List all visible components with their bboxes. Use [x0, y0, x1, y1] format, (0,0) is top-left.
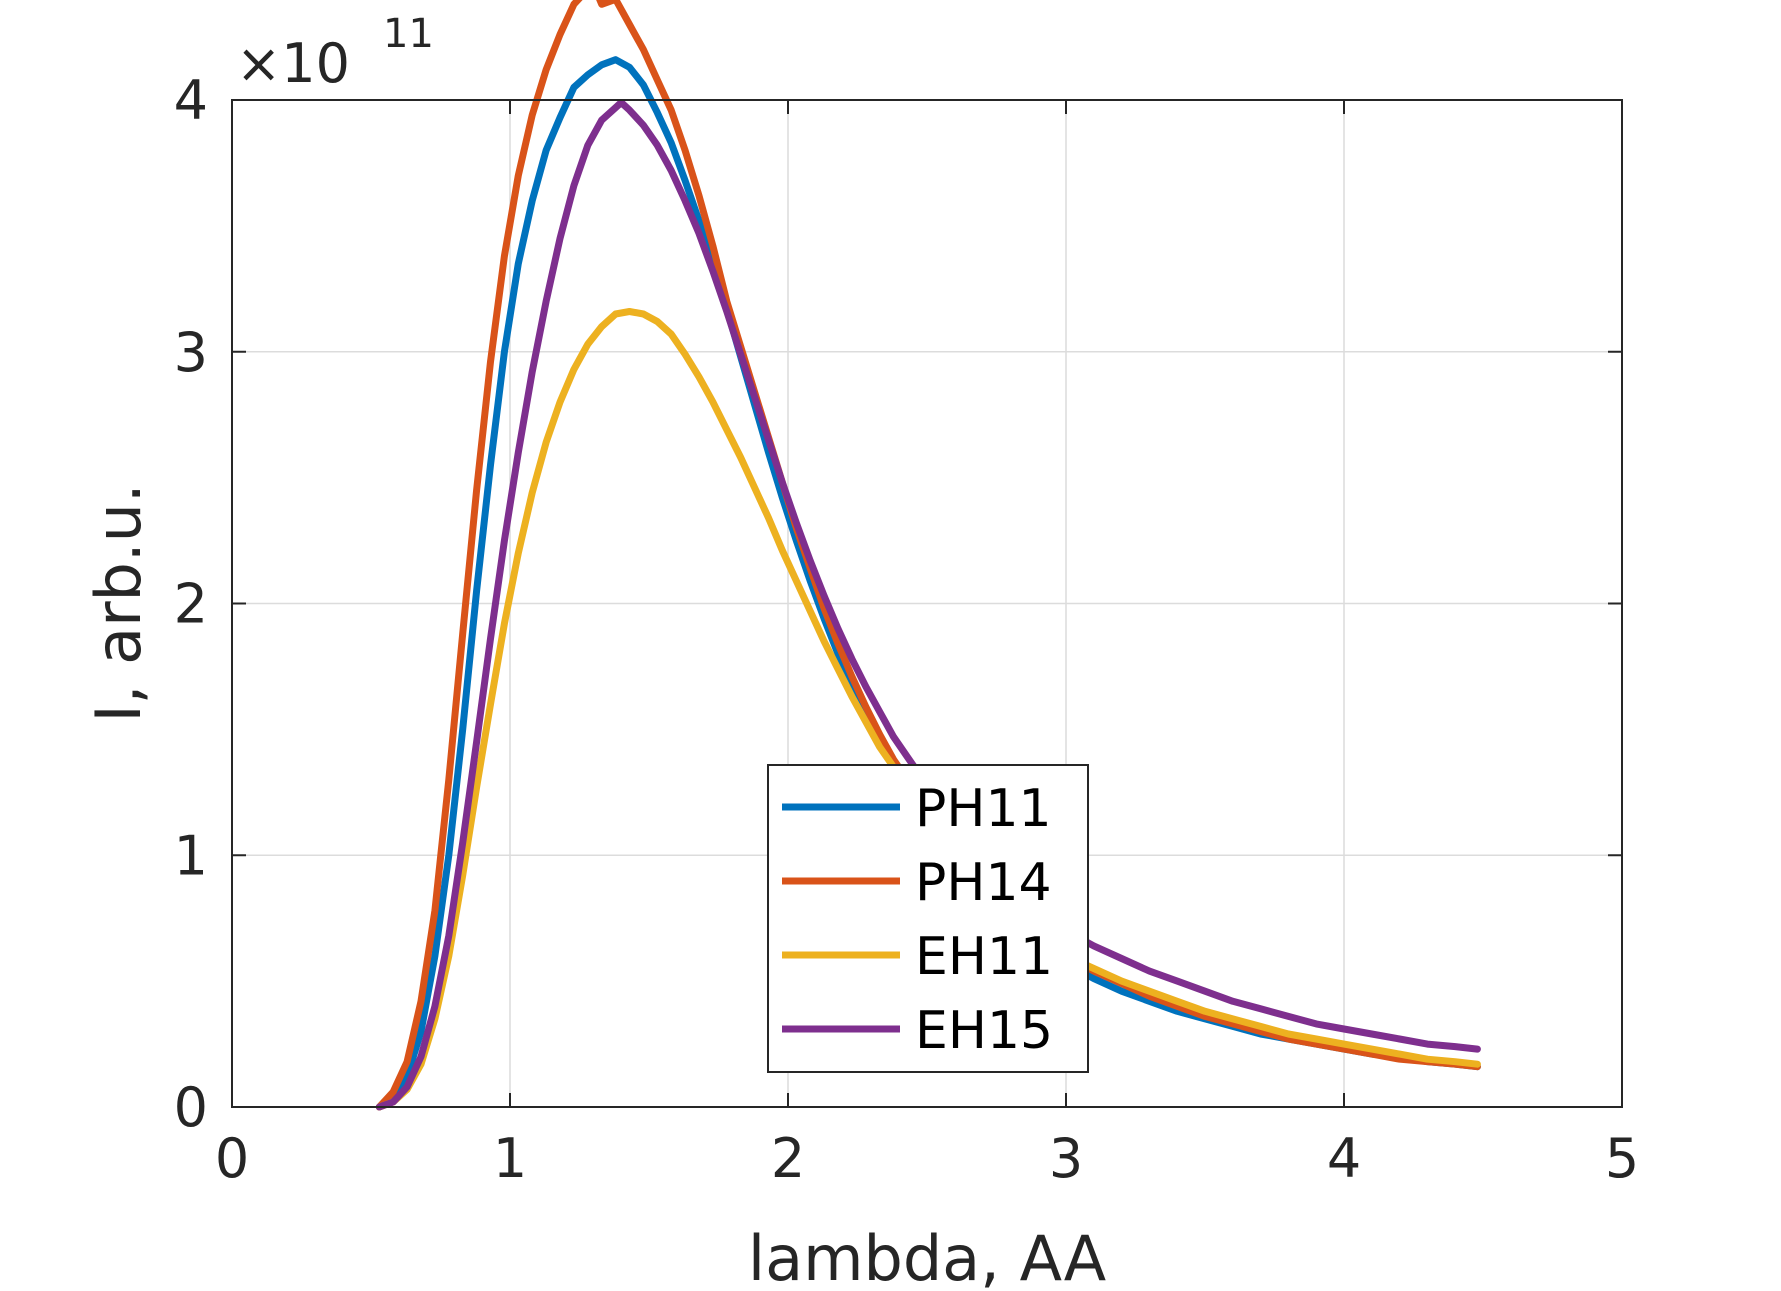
x-axis-label: lambda, AA — [748, 1222, 1106, 1291]
y-tick-label: 3 — [174, 321, 208, 384]
tick-labels: 0 1 2 3 4 5 0 1 2 3 4 — [174, 69, 1640, 1190]
x-tick-label: 3 — [1049, 1127, 1083, 1190]
y-exponent-power: 11 — [383, 11, 434, 57]
y-exponent-base: ×10 — [236, 32, 350, 95]
x-tick-label: 5 — [1605, 1127, 1639, 1190]
legend-label-ph14: PH14 — [915, 853, 1052, 913]
legend-box — [767, 764, 1089, 1073]
x-tick-label: 4 — [1327, 1127, 1361, 1190]
series-line-eh15 — [375, 99, 1481, 1111]
y-exponent-label: ×10 11 — [236, 11, 434, 95]
y-tick-label: 1 — [174, 824, 208, 887]
y-tick-label: 0 — [174, 1076, 208, 1139]
legend-label-ph11: PH11 — [915, 779, 1052, 839]
y-axis-label: I, arb.u. — [82, 483, 155, 722]
x-tick-label: 2 — [771, 1127, 805, 1190]
y-tick-label: 2 — [174, 573, 208, 636]
y-tick-label: 4 — [174, 69, 208, 132]
series-layer — [375, 0, 1481, 1111]
ticks — [231, 99, 1623, 1108]
series-line-eh11 — [375, 308, 1481, 1111]
x-tick-label: 0 — [215, 1127, 249, 1190]
x-tick-label: 1 — [493, 1127, 527, 1190]
legend: PH11 PH14 EH11 EH15 — [767, 764, 1089, 1073]
legend-label-eh11: EH11 — [915, 927, 1053, 987]
legend-label-eh15: EH15 — [915, 1001, 1053, 1061]
